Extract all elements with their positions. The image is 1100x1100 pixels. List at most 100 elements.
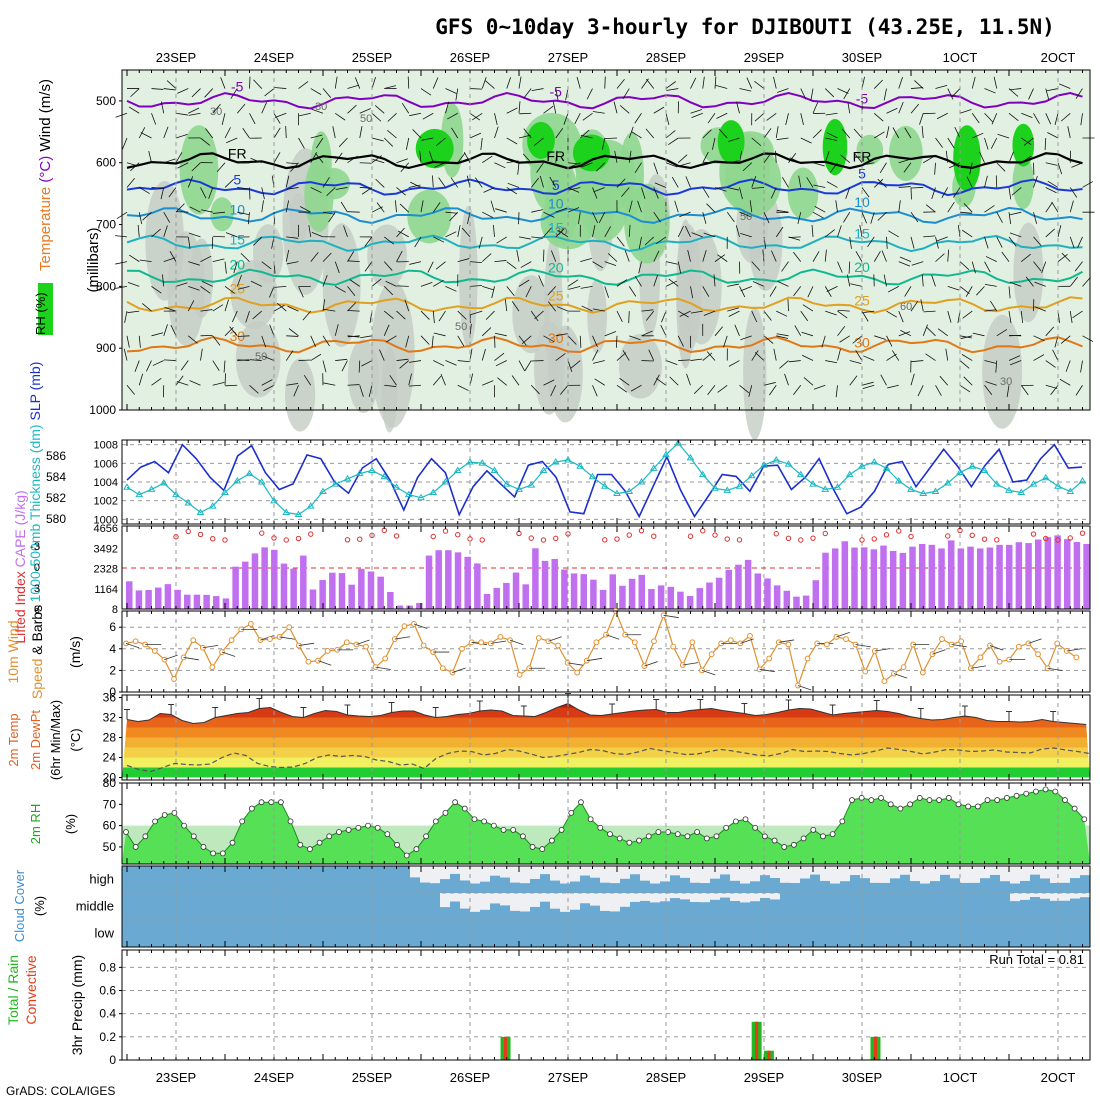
wind-marker: [555, 642, 561, 649]
cloud-gap: [640, 866, 650, 881]
isotherm-line: [126, 336, 1083, 354]
wind-barb: [959, 335, 972, 339]
wind-barb: [736, 101, 740, 114]
wind-barb: [797, 685, 812, 691]
wind-barb: [188, 232, 201, 238]
wind-barb: [849, 360, 862, 365]
wind-barb: [629, 335, 641, 341]
temp-band: [122, 767, 1090, 778]
wind-barb: [511, 375, 520, 386]
thickness-marker: [772, 455, 781, 463]
li-marker: [185, 528, 191, 535]
thickness-tick-label: 586: [46, 449, 66, 463]
wind-barb: [175, 134, 188, 139]
wind-barb: [668, 137, 679, 145]
cape-bar: [696, 588, 704, 609]
wind-barb: [438, 177, 446, 188]
thickness-marker: [306, 502, 315, 509]
wind-barb: [727, 137, 740, 142]
wind-barb: [384, 236, 395, 245]
cloud-gap: [1030, 893, 1040, 897]
wind-barb: [825, 112, 838, 116]
wind-barb: [518, 360, 526, 372]
cape-bar: [715, 577, 723, 609]
wind-barb: [408, 184, 421, 188]
wind-barb: [125, 643, 140, 649]
rh-marker: [645, 833, 652, 840]
rh-marker: [326, 833, 333, 840]
rh-marker: [926, 797, 933, 803]
wind-barb: [180, 360, 189, 371]
thickness-marker: [845, 470, 854, 478]
wind-barb: [985, 256, 997, 262]
cloud-level-label: middle: [76, 899, 114, 914]
wind-barb: [837, 88, 849, 94]
wind-barb: [247, 212, 250, 225]
thickness-marker: [735, 482, 744, 489]
wind-barb: [904, 286, 912, 297]
wind-barb: [971, 76, 976, 89]
cape-bar: [271, 549, 278, 609]
wind-barb: [935, 385, 942, 396]
wind-barb: [410, 181, 422, 188]
y-tick-label: 0.2: [99, 1030, 116, 1044]
wind-barb: [1065, 360, 1071, 372]
wind-barb: [481, 77, 487, 89]
wind-barb: [702, 212, 707, 224]
wind-barb: [802, 304, 814, 312]
wind-barb: [509, 639, 524, 646]
wind-barb: [580, 285, 593, 289]
rh-marker: [655, 829, 662, 835]
wind-barb: [261, 335, 267, 348]
wind-barb: [298, 286, 304, 298]
rh-marker: [461, 805, 468, 812]
wind-barb: [727, 283, 740, 287]
wind-barb: [399, 360, 410, 369]
wind-barb: [840, 154, 851, 164]
wind-barb: [334, 152, 343, 163]
cape-bar: [1083, 543, 1090, 609]
cloud-gap: [730, 893, 740, 901]
wind-barb: [646, 78, 655, 89]
wind-barb: [616, 352, 627, 361]
thickness-marker: [833, 483, 842, 490]
wind-marker: [843, 636, 849, 642]
wind-barb: [298, 359, 311, 361]
wind-barb: [665, 280, 677, 287]
y-tick-label: 600: [96, 156, 116, 170]
cloud-gap: [670, 893, 680, 899]
wind-barb: [947, 310, 952, 323]
temp-axis-label-4: (°C): [68, 728, 83, 751]
wind-barb: [384, 85, 396, 89]
y-tick-label: 80: [103, 776, 117, 790]
wind-barb: [886, 384, 899, 389]
wind-barb: [1008, 355, 1021, 361]
wind-barb: [161, 274, 165, 287]
wind-barb: [604, 261, 617, 267]
thickness-marker: [711, 484, 719, 491]
wind-barb: [665, 81, 676, 89]
wind-barb: [200, 286, 211, 294]
wind-barb: [310, 252, 319, 262]
wind-barb: [841, 128, 851, 139]
cloud-axis-label-2-part: (%): [32, 896, 47, 916]
wind-barb: [519, 112, 532, 115]
cloud-gap: [760, 893, 770, 898]
wind-barb: [739, 286, 746, 298]
wind-barb: [843, 88, 851, 100]
wind-barb: [728, 360, 740, 367]
wind-barb: [408, 373, 412, 386]
thickness-marker: [368, 466, 376, 473]
rh-marker: [674, 831, 681, 838]
thickness-marker: [760, 461, 768, 468]
date-label-top: 23SEP: [156, 50, 196, 65]
isotherm-label: 25: [548, 288, 564, 304]
wind-barb: [749, 200, 753, 213]
cloud-gap: [860, 866, 870, 879]
wind-barb: [570, 360, 581, 369]
wind-barb: [605, 634, 620, 640]
wind-barb: [497, 377, 508, 386]
wind-barb: [615, 335, 618, 348]
wind-barb: [616, 78, 625, 89]
